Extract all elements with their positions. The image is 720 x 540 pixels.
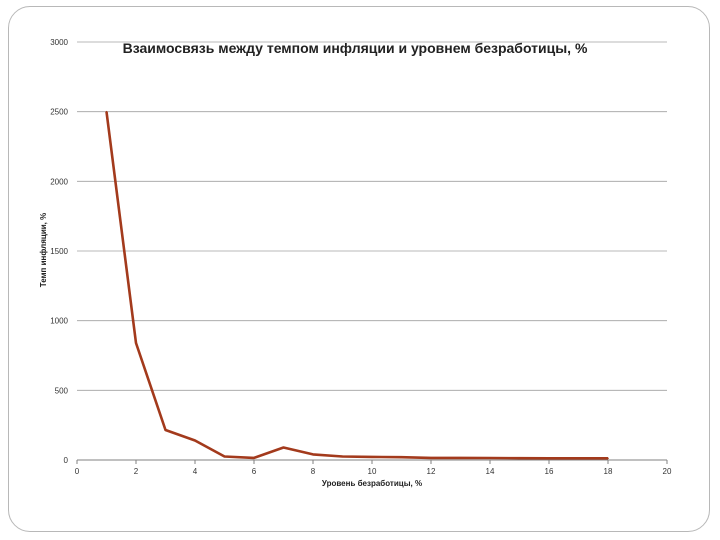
data-point: [164, 429, 167, 431]
x-axis-ticks: 0 2 4 6 8 10 12 14 16 18 20: [75, 460, 672, 476]
x-tick-label: 6: [252, 467, 257, 476]
y-tick-label: 1500: [50, 247, 68, 256]
x-tick-label: 16: [545, 467, 554, 476]
data-point: [105, 110, 108, 113]
gridlines: [77, 41, 667, 391]
data-point: [459, 457, 462, 459]
x-axis-label: Уровень безработицы, %: [322, 479, 422, 488]
data-point: [253, 457, 255, 459]
x-tick-label: 0: [75, 467, 80, 476]
data-point: [341, 455, 344, 458]
data-point: [282, 446, 285, 449]
y-axis-ticks: 0 500 1000 1500 2000 2500 3000: [50, 38, 68, 465]
x-tick-label: 14: [486, 467, 495, 476]
x-tick-label: 4: [193, 467, 198, 476]
data-point: [194, 439, 196, 442]
data-point: [489, 457, 491, 459]
x-tick-label: 12: [427, 467, 436, 476]
data-point: [577, 457, 580, 460]
series-line: [105, 111, 608, 460]
y-tick-label: 1000: [50, 317, 68, 326]
data-point: [371, 456, 373, 458]
data-point: [548, 457, 550, 460]
x-tick-label: 20: [663, 467, 672, 476]
data-point: [135, 342, 137, 344]
y-axis-label: Темп инфляции, %: [39, 213, 48, 287]
y-tick-label: 2500: [50, 108, 68, 117]
data-point: [518, 457, 521, 459]
y-tick-label: 0: [64, 456, 69, 465]
x-tick-label: 10: [368, 467, 377, 476]
x-tick-label: 8: [311, 467, 316, 476]
slide-frame: [8, 6, 710, 532]
data-point: [312, 453, 314, 456]
y-tick-label: 2000: [50, 177, 68, 186]
chart-title: Взаимосвязь между темпом инфляции и уров…: [123, 40, 588, 56]
x-tick-label: 2: [134, 467, 139, 476]
data-point: [430, 457, 432, 459]
y-tick-label: 500: [55, 386, 69, 395]
data-point: [223, 455, 226, 458]
x-tick-label: 18: [604, 467, 613, 476]
data-point: [400, 456, 403, 459]
y-tick-label: 3000: [50, 38, 68, 47]
series-group: [105, 110, 609, 460]
data-point: [607, 457, 609, 460]
